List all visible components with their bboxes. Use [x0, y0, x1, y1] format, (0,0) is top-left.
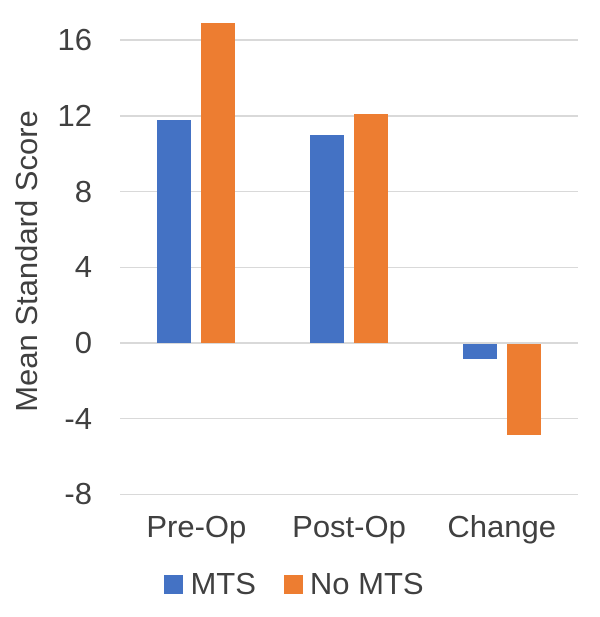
bar-mts-pre-op [157, 119, 192, 343]
y-tick-label-8: 8 [74, 173, 92, 209]
legend-swatch-icon [164, 574, 184, 594]
gridline-y-4 [120, 266, 578, 269]
bar-mts-change [462, 343, 497, 359]
y-tick-label-4: 4 [74, 249, 92, 285]
bar-no-mts-change [506, 343, 541, 435]
y-tick-label-0: 0 [74, 325, 92, 360]
legend: MTS No MTS [0, 565, 588, 603]
x-axis-label-change: Change [447, 509, 556, 544]
y-tick-label-16: 16 [57, 22, 92, 58]
legend-label: MTS [190, 566, 256, 601]
gridline-y-0 [120, 342, 578, 344]
x-axis-label-post-op: Post-Op [292, 509, 406, 544]
legend-swatch-icon [283, 574, 303, 594]
gridline-y-8 [120, 190, 578, 193]
gridline-y-16 [120, 39, 578, 41]
y-tick-label--4: -4 [64, 400, 92, 436]
plot-area [120, 0, 578, 556]
x-axis-label-pre-op: Pre-Op [146, 509, 247, 544]
gridline-y--8 [120, 493, 578, 496]
legend-item-mts: MTS [164, 565, 256, 603]
gridline-y-12 [120, 115, 578, 117]
y-tick-label-12: 12 [57, 97, 92, 133]
bar-no-mts-post-op [354, 113, 388, 343]
bar-mts-post-op [310, 134, 344, 343]
bar-no-mts-pre-op [201, 23, 236, 343]
legend-label: No MTS [309, 566, 424, 601]
y-tick-label--8: -8 [64, 476, 92, 512]
gridline-y--4 [120, 417, 578, 420]
legend-item-no-mts: No MTS [283, 565, 424, 603]
